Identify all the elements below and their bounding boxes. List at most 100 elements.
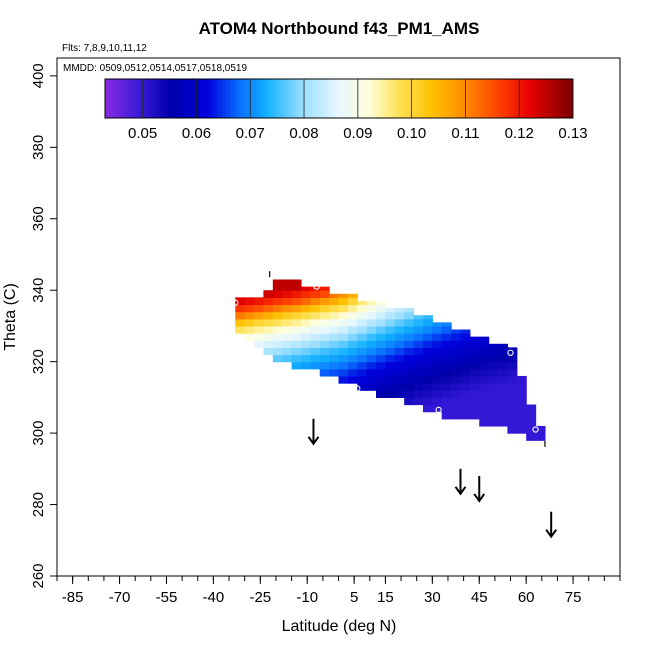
field-cell bbox=[507, 411, 518, 420]
field-cell bbox=[310, 333, 321, 341]
field-cell bbox=[479, 361, 490, 370]
field-cell bbox=[357, 318, 368, 327]
field-cell bbox=[272, 311, 283, 320]
colorbar-segment bbox=[553, 79, 558, 118]
y-tick-label: 280 bbox=[30, 492, 47, 517]
field-cell bbox=[404, 383, 415, 391]
colorbar-segment bbox=[327, 79, 332, 118]
colorbar-segment bbox=[370, 79, 375, 118]
colorbar-tick-label: 0.06 bbox=[182, 125, 211, 142]
colorbar-segment bbox=[128, 79, 133, 118]
field-cell bbox=[422, 397, 433, 406]
field-cell bbox=[338, 333, 349, 341]
field-cell bbox=[441, 354, 452, 363]
field-cell bbox=[366, 300, 377, 306]
field-cell bbox=[329, 304, 340, 313]
colorbar-segment bbox=[502, 79, 508, 118]
y-axis: 260 280 300 320 340 360 380 400 bbox=[30, 63, 57, 589]
field-cell bbox=[300, 347, 311, 356]
field-cell bbox=[516, 383, 527, 391]
y-axis-label: Theta (C) bbox=[2, 283, 19, 351]
field-cell bbox=[366, 368, 377, 377]
field-cell bbox=[460, 368, 471, 377]
colorbar-tick-label: 0.13 bbox=[558, 125, 587, 142]
field-cell bbox=[347, 304, 358, 313]
field-cell bbox=[347, 333, 358, 341]
colorbar-segment bbox=[323, 79, 328, 118]
x-tick-label: 60 bbox=[518, 589, 535, 606]
field-cell bbox=[357, 311, 368, 320]
field-cell bbox=[394, 354, 405, 363]
colorbar-segment bbox=[237, 79, 242, 118]
colorbar-segment bbox=[557, 79, 562, 118]
colorbar-ticks: 0.05 0.06 0.07 0.08 0.09 0.10 0.11 0.12 0.13 bbox=[128, 79, 588, 142]
field-cell bbox=[507, 375, 518, 384]
field-cell bbox=[432, 325, 443, 334]
colorbar-segment bbox=[264, 79, 270, 118]
field-cell bbox=[319, 325, 330, 334]
colorbar-segment bbox=[233, 79, 239, 118]
field-cell bbox=[319, 286, 330, 291]
colorbar-tick-label: 0.05 bbox=[128, 125, 157, 142]
field-cell bbox=[413, 397, 424, 406]
field-cell bbox=[516, 390, 527, 398]
field-cell bbox=[272, 304, 283, 313]
field-cell bbox=[385, 361, 396, 370]
field-cell bbox=[498, 368, 508, 377]
colorbar-tick-label: 0.08 bbox=[289, 125, 318, 142]
field-cell bbox=[376, 300, 387, 306]
field-cell bbox=[432, 322, 443, 327]
field-cell bbox=[507, 354, 518, 363]
field-cell bbox=[413, 333, 424, 341]
field-cell bbox=[488, 375, 499, 384]
colorbar-segment bbox=[456, 79, 461, 118]
x-tick-label: -40 bbox=[203, 589, 225, 606]
field-cell bbox=[488, 411, 499, 420]
colorbar-segment bbox=[545, 79, 551, 118]
field-cell bbox=[376, 311, 387, 320]
field-cell bbox=[291, 333, 302, 341]
field-cell bbox=[479, 390, 490, 398]
field-cell bbox=[432, 404, 443, 413]
field-cell bbox=[488, 404, 499, 413]
arrow-head bbox=[307, 436, 320, 446]
field-cell bbox=[404, 368, 415, 377]
field-cell bbox=[235, 325, 246, 334]
field-cell bbox=[488, 354, 499, 363]
x-axis-label: Latitude (deg N) bbox=[282, 618, 397, 635]
colorbar-segment bbox=[432, 79, 437, 118]
colorbar-tick-label: 0.10 bbox=[397, 125, 426, 142]
colorbar-segment bbox=[261, 79, 266, 118]
field-cell bbox=[394, 383, 405, 391]
field-cell bbox=[244, 304, 255, 313]
field-cell bbox=[282, 297, 293, 306]
field-cell bbox=[263, 311, 274, 320]
field-cell bbox=[451, 347, 462, 356]
field-cell bbox=[272, 279, 283, 284]
colorbar-segment bbox=[288, 79, 293, 118]
colorbar-segment bbox=[440, 79, 445, 118]
field-cell bbox=[488, 397, 499, 406]
arrow-head bbox=[454, 486, 467, 496]
field-cell bbox=[479, 375, 490, 384]
field-cell bbox=[394, 361, 405, 370]
field-cell bbox=[263, 318, 274, 327]
field-cell bbox=[347, 347, 358, 356]
field-cell bbox=[310, 361, 321, 370]
field-cell bbox=[469, 404, 480, 413]
field-cell bbox=[479, 340, 490, 348]
field-cell bbox=[272, 340, 283, 348]
field-cell bbox=[282, 304, 293, 313]
field-cell bbox=[516, 425, 527, 434]
y-tick-label: 320 bbox=[30, 349, 47, 374]
field-cell bbox=[357, 368, 368, 377]
field-cell bbox=[422, 390, 433, 398]
field-cell bbox=[404, 318, 415, 327]
field-cell bbox=[479, 404, 490, 413]
field-cell bbox=[376, 318, 387, 327]
colorbar-segment bbox=[257, 79, 262, 118]
flight-markers bbox=[232, 271, 546, 447]
field-cell bbox=[347, 361, 358, 370]
colorbar-segment bbox=[479, 79, 484, 118]
colorbar-segment bbox=[292, 79, 297, 118]
